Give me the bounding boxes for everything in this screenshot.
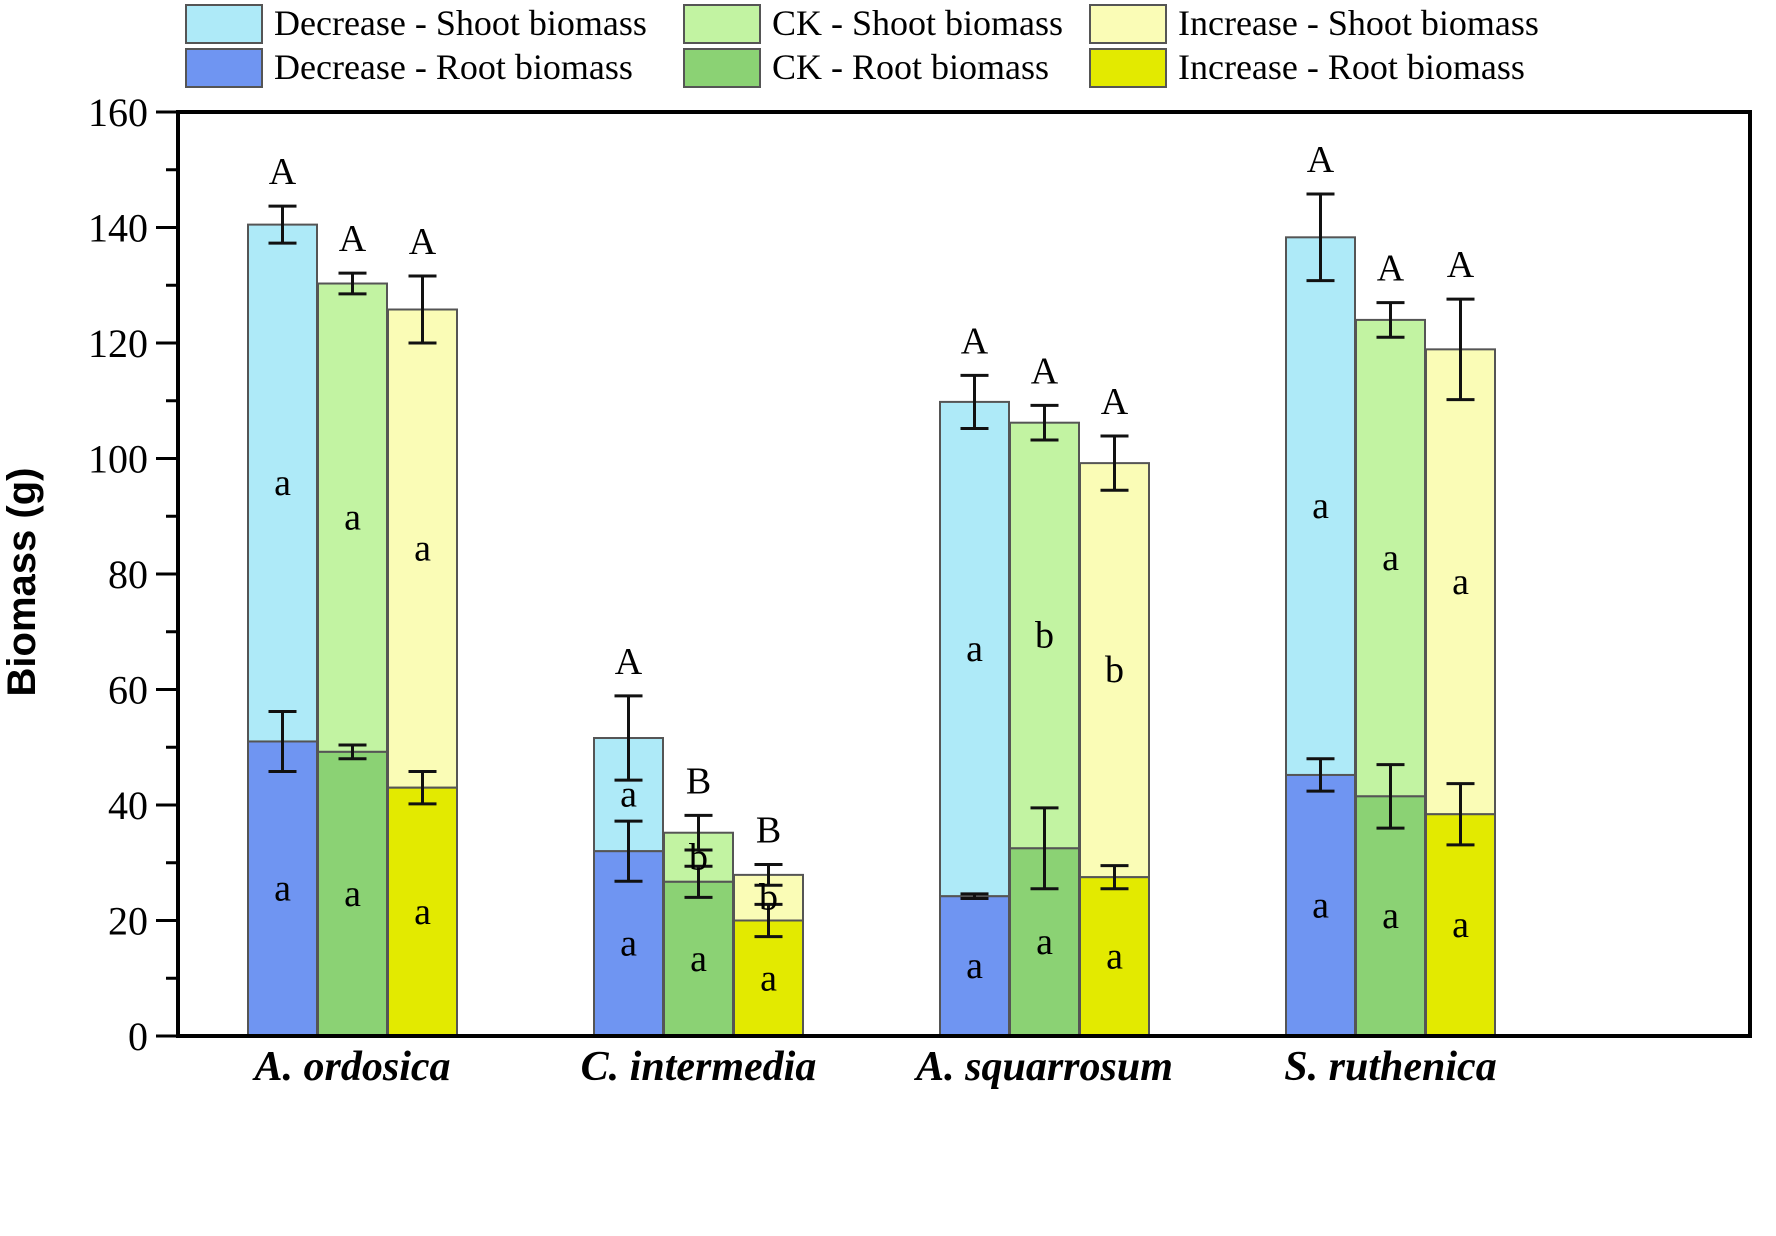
total-sig-letter: B — [756, 809, 781, 851]
shoot-sig-letter: a — [344, 497, 361, 539]
shoot-bar — [1285, 236, 1356, 776]
root-sig-letter: a — [1106, 936, 1123, 978]
root-sig-letter: a — [344, 873, 361, 915]
total-sig-letter: A — [1031, 350, 1059, 392]
total-sig-letter: A — [615, 641, 643, 683]
shoot-sig-letter: a — [1382, 537, 1399, 579]
legend-shoot-swatch — [185, 4, 263, 44]
legend-shoot-label: Decrease - Shoot biomass — [274, 3, 647, 43]
shoot-sig-letter: b — [1105, 649, 1124, 691]
shoot-sig-letter: a — [620, 774, 637, 816]
y-tick-label: 60 — [108, 668, 148, 713]
shoot-sig-letter: a — [1312, 485, 1329, 527]
y-tick-label: 160 — [88, 90, 148, 135]
root-bar — [247, 740, 318, 1037]
total-sig-letter: B — [686, 760, 711, 802]
shoot-bar — [1079, 462, 1150, 879]
y-tick-label: 0 — [128, 1014, 148, 1059]
root-sig-letter: a — [1382, 895, 1399, 937]
shoot-sig-letter: b — [1035, 615, 1054, 657]
legend-root-label: Increase - Root biomass — [1178, 47, 1525, 87]
shoot-sig-letter: a — [414, 528, 431, 570]
root-sig-letter: a — [620, 923, 637, 965]
total-sig-letter: A — [1101, 381, 1129, 423]
shoot-sig-letter: a — [966, 628, 983, 670]
y-tick-label: 100 — [88, 437, 148, 482]
legend-shoot-label: CK - Shoot biomass — [772, 3, 1063, 43]
root-sig-letter: a — [1452, 904, 1469, 946]
total-sig-letter: A — [1307, 139, 1335, 181]
y-tick-label: 20 — [108, 899, 148, 944]
root-sig-letter: a — [274, 868, 291, 910]
root-sig-letter: a — [1312, 884, 1329, 926]
y-tick-label: 80 — [108, 552, 148, 597]
total-sig-letter: A — [1377, 248, 1405, 290]
shoot-bar — [1009, 421, 1080, 850]
shoot-bar — [1355, 318, 1426, 798]
total-sig-letter: A — [269, 151, 297, 193]
y-tick-label: 120 — [88, 321, 148, 366]
root-bar — [1079, 876, 1150, 1037]
shoot-sig-letter: b — [759, 877, 778, 919]
root-bar — [939, 895, 1010, 1037]
legend-shoot-swatch — [1089, 4, 1167, 44]
x-tick-label: S. ruthenica — [1284, 1044, 1496, 1090]
shoot-sig-letter: b — [689, 836, 708, 878]
shoot-bar — [1425, 348, 1496, 816]
shoot-sig-letter: a — [274, 462, 291, 504]
legend-root-swatch — [185, 48, 263, 88]
legend-root-swatch — [1089, 48, 1167, 88]
root-sig-letter: a — [966, 945, 983, 987]
legend-root-label: CK - Root biomass — [772, 47, 1049, 87]
root-sig-letter: a — [690, 938, 707, 980]
x-tick-label: A. squarrosum — [913, 1044, 1173, 1090]
y-tick-label: 40 — [108, 783, 148, 828]
root-bar — [733, 919, 804, 1037]
total-sig-letter: A — [409, 221, 437, 263]
shoot-sig-letter: a — [1452, 561, 1469, 603]
root-sig-letter: a — [760, 957, 777, 999]
total-sig-letter: A — [339, 218, 367, 260]
legend-shoot-label: Increase - Shoot biomass — [1178, 3, 1539, 43]
y-axis-label: Biomass (g) — [0, 468, 44, 697]
y-tick-label: 140 — [88, 206, 148, 251]
total-sig-letter: A — [961, 320, 989, 362]
root-bar — [1425, 813, 1496, 1037]
legend-shoot-swatch — [683, 4, 761, 44]
root-sig-letter: a — [1036, 921, 1053, 963]
root-bar — [663, 880, 734, 1037]
legend-root-swatch — [683, 48, 761, 88]
root-sig-letter: a — [414, 891, 431, 933]
x-tick-label: C. intermedia — [581, 1044, 817, 1090]
total-sig-letter: A — [1447, 244, 1475, 286]
shoot-bar — [247, 223, 318, 743]
root-bar — [1355, 795, 1426, 1038]
legend-root-label: Decrease - Root biomass — [274, 47, 633, 87]
x-tick-label: A. ordosica — [251, 1044, 450, 1090]
axes-layer: A. ordosica C. intermedia A. squarrosum S. … — [88, 90, 1752, 1090]
